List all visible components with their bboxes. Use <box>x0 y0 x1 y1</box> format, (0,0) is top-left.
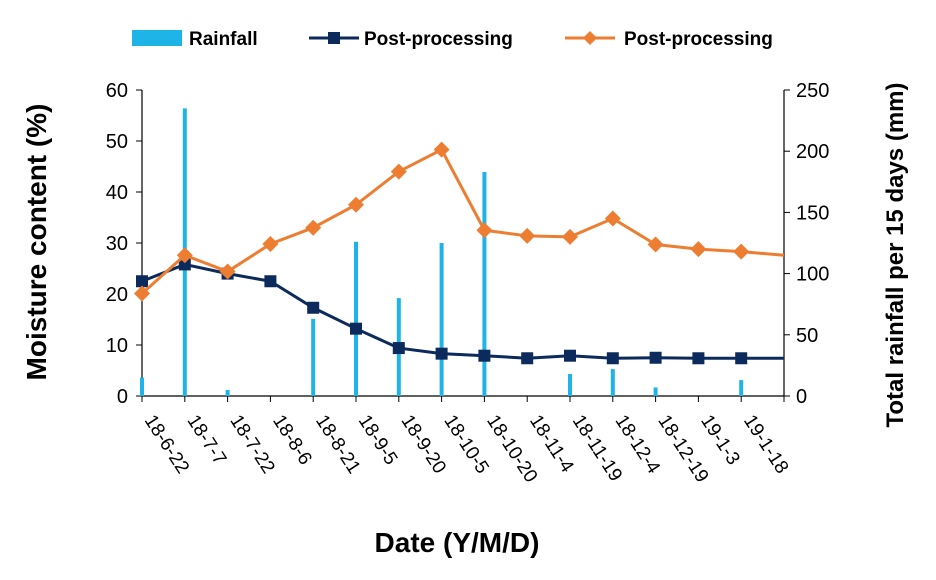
data-point-square <box>649 351 662 364</box>
rainfall-bar <box>568 373 572 396</box>
data-point-diamond <box>348 196 364 213</box>
data-point-diamond <box>390 163 407 180</box>
legend-marker-square <box>328 32 340 44</box>
data-point-square <box>478 349 491 362</box>
series-line-square <box>141 262 784 360</box>
y-tick-label: 60 <box>106 80 128 102</box>
data-point-square <box>564 349 576 362</box>
rainfall-bar <box>140 377 144 396</box>
data-point-square <box>692 352 705 365</box>
legend-marker-diamond <box>583 31 597 45</box>
data-point-diamond <box>262 236 279 253</box>
y-tick-label: 40 <box>106 182 128 204</box>
rainfall-bar <box>439 243 444 396</box>
data-point-diamond <box>476 222 493 239</box>
data-point-square <box>521 352 534 365</box>
data-point-square <box>350 322 362 335</box>
data-point-diamond <box>134 285 150 302</box>
data-point-square <box>307 301 320 314</box>
legend-label-post-processing-orange: Post-processing <box>624 29 773 50</box>
y2-tick-label: 50 <box>796 325 818 347</box>
rainfall-bar <box>311 318 316 396</box>
x-tick-label: 19-1-18 <box>739 411 792 477</box>
data-point-square <box>392 342 405 355</box>
y2-tick-label: 100 <box>796 264 829 286</box>
legend-swatch-rainfall <box>132 30 182 46</box>
data-point-square <box>735 352 748 365</box>
y2-tick-label: 250 <box>796 80 829 102</box>
rainfall-bar <box>739 380 744 396</box>
y2-tick-label: 200 <box>796 141 829 163</box>
y-tick-label: 30 <box>106 233 128 255</box>
data-point-square <box>435 347 448 360</box>
rainfall-bar <box>610 369 615 396</box>
y-axis-title: Moisture content (%) <box>21 104 52 381</box>
data-point-diamond <box>604 210 621 227</box>
rainfall-bar <box>482 172 487 396</box>
y2-tick-label: 0 <box>796 386 807 408</box>
tick-labels: 010203040506005010015020025018-6-2218-7-… <box>106 80 830 487</box>
y-tick-label: 50 <box>106 131 128 153</box>
legend: Rainfall Post-processing Post-processing <box>132 29 773 50</box>
data-point-diamond <box>562 228 578 245</box>
data-point-square <box>178 258 191 271</box>
data-point-diamond <box>433 141 450 158</box>
data-point-square <box>606 352 619 365</box>
data-point-diamond <box>690 241 707 258</box>
data-point-square <box>264 275 277 288</box>
y-tick-label: 20 <box>106 284 128 306</box>
series-line-diamond <box>141 147 785 295</box>
data-point-square <box>136 275 148 288</box>
y2-tick-label: 150 <box>796 202 829 224</box>
moisture-lines <box>134 141 785 365</box>
data-point-diamond <box>219 263 236 280</box>
data-point-diamond <box>305 219 322 236</box>
y-tick-label: 0 <box>117 386 128 408</box>
data-point-diamond <box>733 243 750 260</box>
rainfall-bar <box>225 389 230 396</box>
legend-label-rainfall: Rainfall <box>189 29 258 50</box>
y-tick-label: 10 <box>106 335 128 357</box>
y2-axis-title: Total rainfall per 15 days (mm) <box>882 83 909 428</box>
data-point-diamond <box>647 236 664 253</box>
axes <box>136 89 790 402</box>
rainfall-bar <box>653 387 658 396</box>
legend-label-post-processing-navy: Post-processing <box>364 29 513 50</box>
data-point-diamond <box>176 247 193 264</box>
data-point-diamond <box>519 227 536 244</box>
x-axis-title: Date (Y/M/D) <box>375 527 540 558</box>
rainfall-bar <box>354 241 358 396</box>
